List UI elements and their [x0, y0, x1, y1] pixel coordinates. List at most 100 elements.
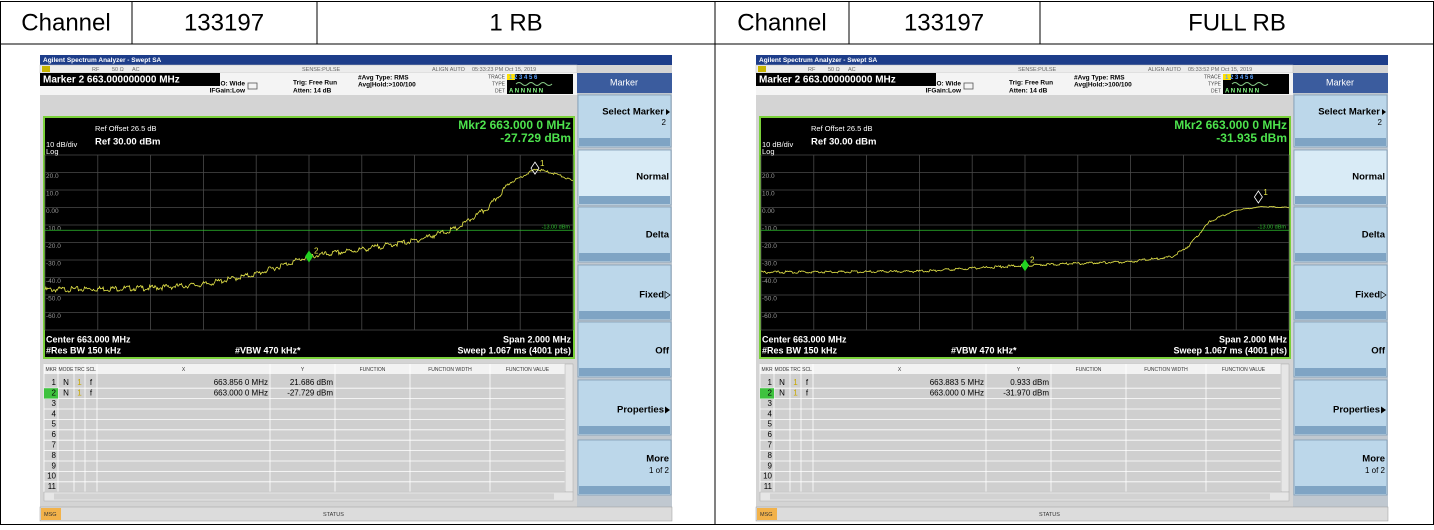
- softkey-label: More: [1362, 454, 1385, 465]
- softkey-label: Fixed: [1355, 290, 1380, 301]
- lxi-icon: [42, 66, 50, 72]
- table-cell: -31.970 dBm: [1003, 389, 1049, 398]
- header-cell: 133197: [184, 9, 264, 36]
- trace-numbers: 1 2 3 4 5 6: [1225, 75, 1254, 81]
- status-text: AC: [848, 67, 856, 73]
- softkey-shade: [579, 138, 670, 146]
- limit-label: -13.00 dBm: [542, 225, 571, 231]
- softkey[interactable]: [1293, 206, 1388, 263]
- column-header: MKR: [45, 367, 57, 373]
- det-label: DET: [1211, 88, 1221, 94]
- menu-title-bg: [1293, 73, 1388, 93]
- softkey-label: Select Marker: [602, 107, 664, 118]
- softkey-value: 1 of 2: [1365, 466, 1386, 475]
- table-cell: N: [779, 378, 785, 387]
- trace-sel: [1223, 74, 1231, 80]
- footer-center: Center 663.000 MHz: [762, 334, 847, 344]
- table-cell: 7: [52, 441, 57, 450]
- status-text: RF: [92, 67, 100, 73]
- footer-span: Span 2.000 MHz: [1219, 334, 1288, 344]
- softkey-shade: [1295, 486, 1386, 494]
- y-label: -30.0: [762, 261, 777, 268]
- y-label: -30.0: [46, 261, 61, 268]
- log-label: Log: [46, 147, 59, 156]
- table-cell: 663.883 5 MHz: [930, 378, 984, 387]
- softkey-shade: [579, 368, 670, 376]
- marker-number: 2: [1030, 255, 1035, 264]
- column-header: FUNCTION WIDTH: [1144, 367, 1188, 373]
- footer-center: Center 663.000 MHz: [46, 334, 131, 344]
- softkey[interactable]: [577, 321, 672, 378]
- marker-level: -31.935 dBm: [1216, 131, 1287, 145]
- y-label: -60.0: [46, 313, 61, 320]
- table-cell: 2: [768, 389, 773, 398]
- status-text: 05:33:23 PM Oct 15, 2019: [472, 67, 536, 73]
- setting: #Avg Type: RMS: [1074, 75, 1125, 82]
- scale: 10 dB/div: [762, 140, 794, 149]
- table-cell: 7: [768, 441, 773, 450]
- y-label: -20.0: [762, 243, 777, 250]
- softkey-shade: [579, 253, 670, 261]
- softkey[interactable]: [1293, 264, 1388, 321]
- table-cell: 3: [768, 399, 773, 408]
- app-title: Agilent Spectrum Analyzer - Swept SA: [759, 57, 878, 64]
- status-text: 50 Ω: [112, 67, 124, 73]
- v-scrollbar: [1280, 363, 1290, 493]
- softkey-label: Normal: [636, 172, 669, 183]
- softkey[interactable]: [577, 379, 672, 436]
- table-cell: 11: [48, 482, 57, 491]
- softkey-shade: [1295, 311, 1386, 319]
- arrow: [665, 406, 670, 414]
- header-cell: 1 RB: [489, 9, 542, 36]
- column-header: FUNCTION VALUE: [1222, 367, 1266, 373]
- softkey-label: Properties: [617, 405, 664, 416]
- softkey[interactable]: [577, 149, 672, 206]
- y-label: -60.0: [762, 313, 777, 320]
- table-cell: 9: [768, 461, 773, 470]
- softkey[interactable]: [1293, 149, 1388, 206]
- scale: 10 dB/div: [46, 140, 78, 149]
- status-text: ALIGN AUTO: [432, 67, 466, 73]
- status-text: SENSE:PULSE: [1018, 67, 1057, 73]
- column-header: MODE: [775, 367, 791, 373]
- softkey-shade: [579, 486, 670, 494]
- header-cell: Channel: [21, 9, 110, 36]
- softkey-shade: [1295, 196, 1386, 204]
- marker-readout: Marker 2 663.000000000 MHz: [759, 75, 896, 86]
- status-text: 50 Ω: [828, 67, 840, 73]
- arrow: [1382, 109, 1386, 115]
- type-glyphs: [515, 82, 553, 86]
- softkey[interactable]: [1293, 439, 1388, 496]
- msg-box: [41, 508, 61, 520]
- marker-freq: Mkr2 663.000 0 MHz: [1174, 118, 1287, 132]
- column-header: Y: [301, 367, 305, 373]
- det-values: A N N N N N: [1225, 89, 1259, 95]
- column-header: Y: [1017, 367, 1021, 373]
- table-cell: 21.686 dBm: [290, 378, 333, 387]
- arrow: [664, 290, 671, 300]
- footer-span: Span 2.000 MHz: [503, 334, 572, 344]
- softkey-label: Delta: [1362, 230, 1386, 241]
- table-cell: N: [63, 389, 69, 398]
- ref-offset: Ref Offset 26.5 dB: [811, 124, 873, 133]
- softkey[interactable]: [1293, 321, 1388, 378]
- marker-diamond: [305, 250, 313, 263]
- trace-numbers: 1 2 3 4 5 6: [509, 75, 538, 81]
- header-cell: Channel: [737, 9, 826, 36]
- softkey[interactable]: [577, 439, 672, 496]
- setting: Atten: 14 dB: [1009, 88, 1048, 95]
- table-cell: 663.000 0 MHz: [930, 389, 984, 398]
- pno-icon: [963, 82, 974, 90]
- column-header: FUNCTION: [1076, 367, 1102, 373]
- status-text: AC: [132, 67, 140, 73]
- softkey-label: Properties: [1333, 405, 1380, 416]
- softkey[interactable]: [577, 264, 672, 321]
- table-cell: 1: [793, 389, 798, 398]
- y-label: -10.0: [762, 226, 777, 233]
- softkey-value: 1 of 2: [649, 466, 670, 475]
- softkey[interactable]: [1293, 379, 1388, 436]
- y-label: -40.0: [46, 278, 61, 285]
- softkey[interactable]: [577, 206, 672, 263]
